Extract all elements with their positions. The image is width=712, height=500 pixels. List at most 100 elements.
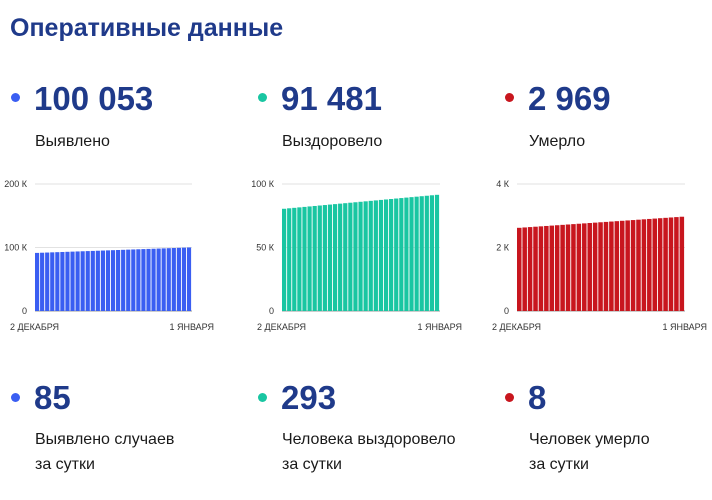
deaths-bar	[603, 221, 609, 311]
deaths-bar	[527, 227, 533, 311]
detected-bar	[176, 247, 181, 311]
deaths-bar	[598, 222, 603, 311]
recovered-bar	[322, 205, 327, 311]
detected-bar	[65, 251, 70, 311]
deaths-bar	[587, 223, 592, 311]
deaths-dot-icon	[505, 93, 514, 102]
deaths-daily-label-line2: за сутки	[529, 456, 589, 473]
deaths-bar	[609, 221, 614, 311]
recovered-daily-label-line1: Человека выздоровело	[282, 431, 456, 448]
deaths-bar	[619, 220, 625, 311]
detected-bar	[116, 250, 121, 311]
detected-x-label-start: 2 ДЕКАБРЯ	[10, 322, 59, 332]
deaths-bar	[517, 227, 522, 311]
detected-bar	[181, 247, 187, 311]
deaths-total-value: 2 969	[528, 80, 611, 117]
detected-bar	[80, 251, 85, 311]
deaths-daily-value: 8	[528, 379, 547, 416]
deaths-x-label-end: 1 ЯНВАРЯ	[662, 322, 707, 332]
deaths-bar	[614, 221, 620, 311]
deaths-bar	[571, 224, 576, 311]
deaths-bar	[576, 223, 582, 311]
deaths-bar	[549, 225, 555, 311]
recovered-bar	[297, 207, 302, 311]
recovered-bar	[373, 200, 378, 311]
recovered-bar	[424, 195, 429, 311]
deaths-bar	[554, 225, 560, 311]
detected-bar	[121, 249, 126, 311]
recovered-daily-label-line2: за сутки	[282, 456, 342, 473]
detected-y-tick-label: 0	[22, 306, 27, 316]
recovered-bar	[414, 196, 419, 311]
recovered-bar	[399, 198, 404, 311]
detected-bar	[70, 251, 75, 311]
detected-bar	[171, 248, 176, 311]
deaths-daily-label-line1: Человек умерло	[529, 431, 650, 448]
detected-daily-value: 85	[34, 379, 71, 416]
detected-y-tick-label: 100 К	[4, 243, 28, 253]
recovered-x-label-start: 2 ДЕКАБРЯ	[257, 322, 306, 332]
detected-bar	[40, 252, 45, 311]
deaths-bar	[522, 227, 527, 311]
deaths-bar	[582, 223, 587, 311]
detected-bar	[131, 249, 136, 311]
recovered-y-tick-label: 0	[269, 306, 274, 316]
recovered-bar	[389, 199, 394, 311]
recovered-bar	[353, 202, 358, 311]
detected-total-value: 100 053	[34, 80, 154, 117]
page-title: Оперативные данные	[10, 14, 284, 42]
detected-bar	[100, 250, 105, 311]
recovered-bar	[363, 201, 368, 311]
detected-bar	[85, 251, 90, 311]
recovered-bar	[327, 204, 333, 311]
deaths-bar	[533, 226, 538, 311]
deaths-bar	[636, 219, 641, 311]
deaths-bar	[630, 220, 636, 311]
stat-column-recovered: 91 481 Выздоровело 0 50 К 100 К 2 ДЕКАБРЯ 1 …	[247, 0, 484, 500]
recovered-bar	[358, 201, 363, 311]
detected-bar	[95, 250, 100, 311]
detected-y-tick-label: 200 К	[4, 179, 28, 189]
deaths-bar	[544, 225, 549, 311]
deaths-bar	[663, 217, 668, 311]
detected-chart: 0 100 К 200 К 2 ДЕКАБРЯ 1 ЯНВАРЯ	[4, 179, 214, 332]
deaths-bar	[657, 218, 663, 311]
deaths-bar	[641, 219, 647, 311]
detected-bar	[75, 251, 80, 311]
recovered-y-tick-label: 100 К	[251, 179, 275, 189]
detected-bar	[50, 252, 55, 311]
detected-daily-label-line1: Выявлено случаев	[35, 431, 175, 448]
stat-column-detected: 100 053 Выявлено 0 100 К 200 К 2 ДЕКАБРЯ 1 Я…	[0, 0, 237, 500]
deaths-y-tick-label: 4 К	[496, 179, 510, 189]
recovered-bar	[409, 197, 414, 311]
deaths-label: Умерло	[529, 133, 586, 150]
detected-bar	[105, 250, 111, 311]
detected-bar	[60, 251, 65, 311]
recovered-label: Выздоровело	[282, 133, 383, 150]
recovered-bar	[287, 208, 292, 311]
detected-daily-label: Выявлено случаев за сутки	[35, 427, 174, 477]
recovered-bar	[429, 195, 435, 311]
recovered-bar	[348, 202, 353, 311]
recovered-bar	[282, 208, 287, 311]
detected-bar	[141, 249, 146, 311]
recovered-bar	[338, 203, 343, 311]
detected-x-label-end: 1 ЯНВАРЯ	[169, 322, 214, 332]
deaths-y-tick-label: 2 К	[496, 243, 510, 253]
detected-dot-icon	[11, 93, 20, 102]
recovered-bar	[292, 207, 297, 311]
deaths-y-tick-label: 0	[504, 306, 509, 316]
recovered-bar	[378, 199, 384, 311]
deaths-bar	[560, 224, 565, 311]
deaths-bar	[668, 217, 674, 311]
recovered-x-label-end: 1 ЯНВАРЯ	[417, 322, 462, 332]
detected-bar	[146, 248, 151, 311]
recovered-bar	[307, 206, 312, 311]
recovered-bar	[343, 203, 348, 311]
deaths-bar	[652, 218, 657, 311]
deaths-x-label-start: 2 ДЕКАБРЯ	[492, 322, 541, 332]
detected-bar	[55, 252, 60, 311]
recovered-total-value: 91 481	[281, 80, 382, 117]
recovered-bar	[332, 204, 338, 311]
deaths-daily-label: Человек умерло за сутки	[529, 427, 650, 477]
